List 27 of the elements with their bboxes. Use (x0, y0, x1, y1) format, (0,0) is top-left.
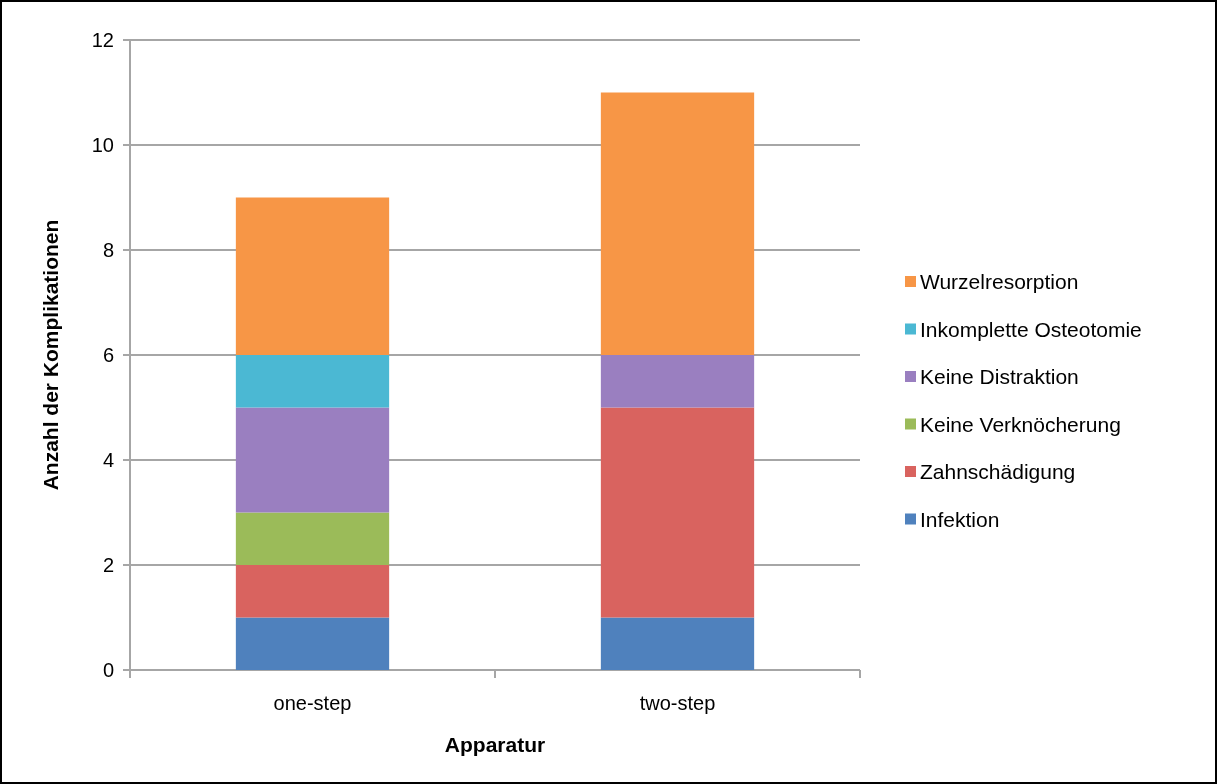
bar (235, 617, 390, 670)
y-tick-label: 10 (91, 134, 114, 156)
y-tick-label: 0 (102, 659, 114, 681)
bar (235, 407, 390, 513)
y-tick-label: 4 (102, 449, 114, 471)
legend-label: Zahnschädigung (920, 460, 1076, 484)
bar (235, 355, 390, 408)
y-tick-label: 6 (102, 344, 114, 366)
bar (600, 407, 755, 618)
bar (235, 565, 390, 618)
bar (600, 355, 755, 408)
legend-label: Infektion (920, 507, 1000, 531)
legend-label: Keine Verknöcherung (920, 412, 1121, 436)
y-tick-label: 2 (102, 554, 114, 576)
y-tick-label: 8 (102, 239, 114, 261)
y-tick-label: 12 (91, 29, 114, 51)
bar (235, 197, 390, 355)
bar (600, 92, 755, 355)
bar (235, 512, 390, 565)
y-axis-title: Anzahl der Komplikationen (39, 219, 62, 491)
x-axis-title: Apparatur (444, 733, 546, 756)
bar (600, 617, 755, 670)
legend-label: Keine Distraktion (920, 365, 1079, 389)
legend-label: Wurzelresorption (920, 270, 1079, 294)
legend-label: Inkomplette Osteotomie (920, 317, 1142, 341)
x-tick-label: one-step (273, 692, 352, 714)
x-tick-label: two-step (639, 692, 716, 714)
